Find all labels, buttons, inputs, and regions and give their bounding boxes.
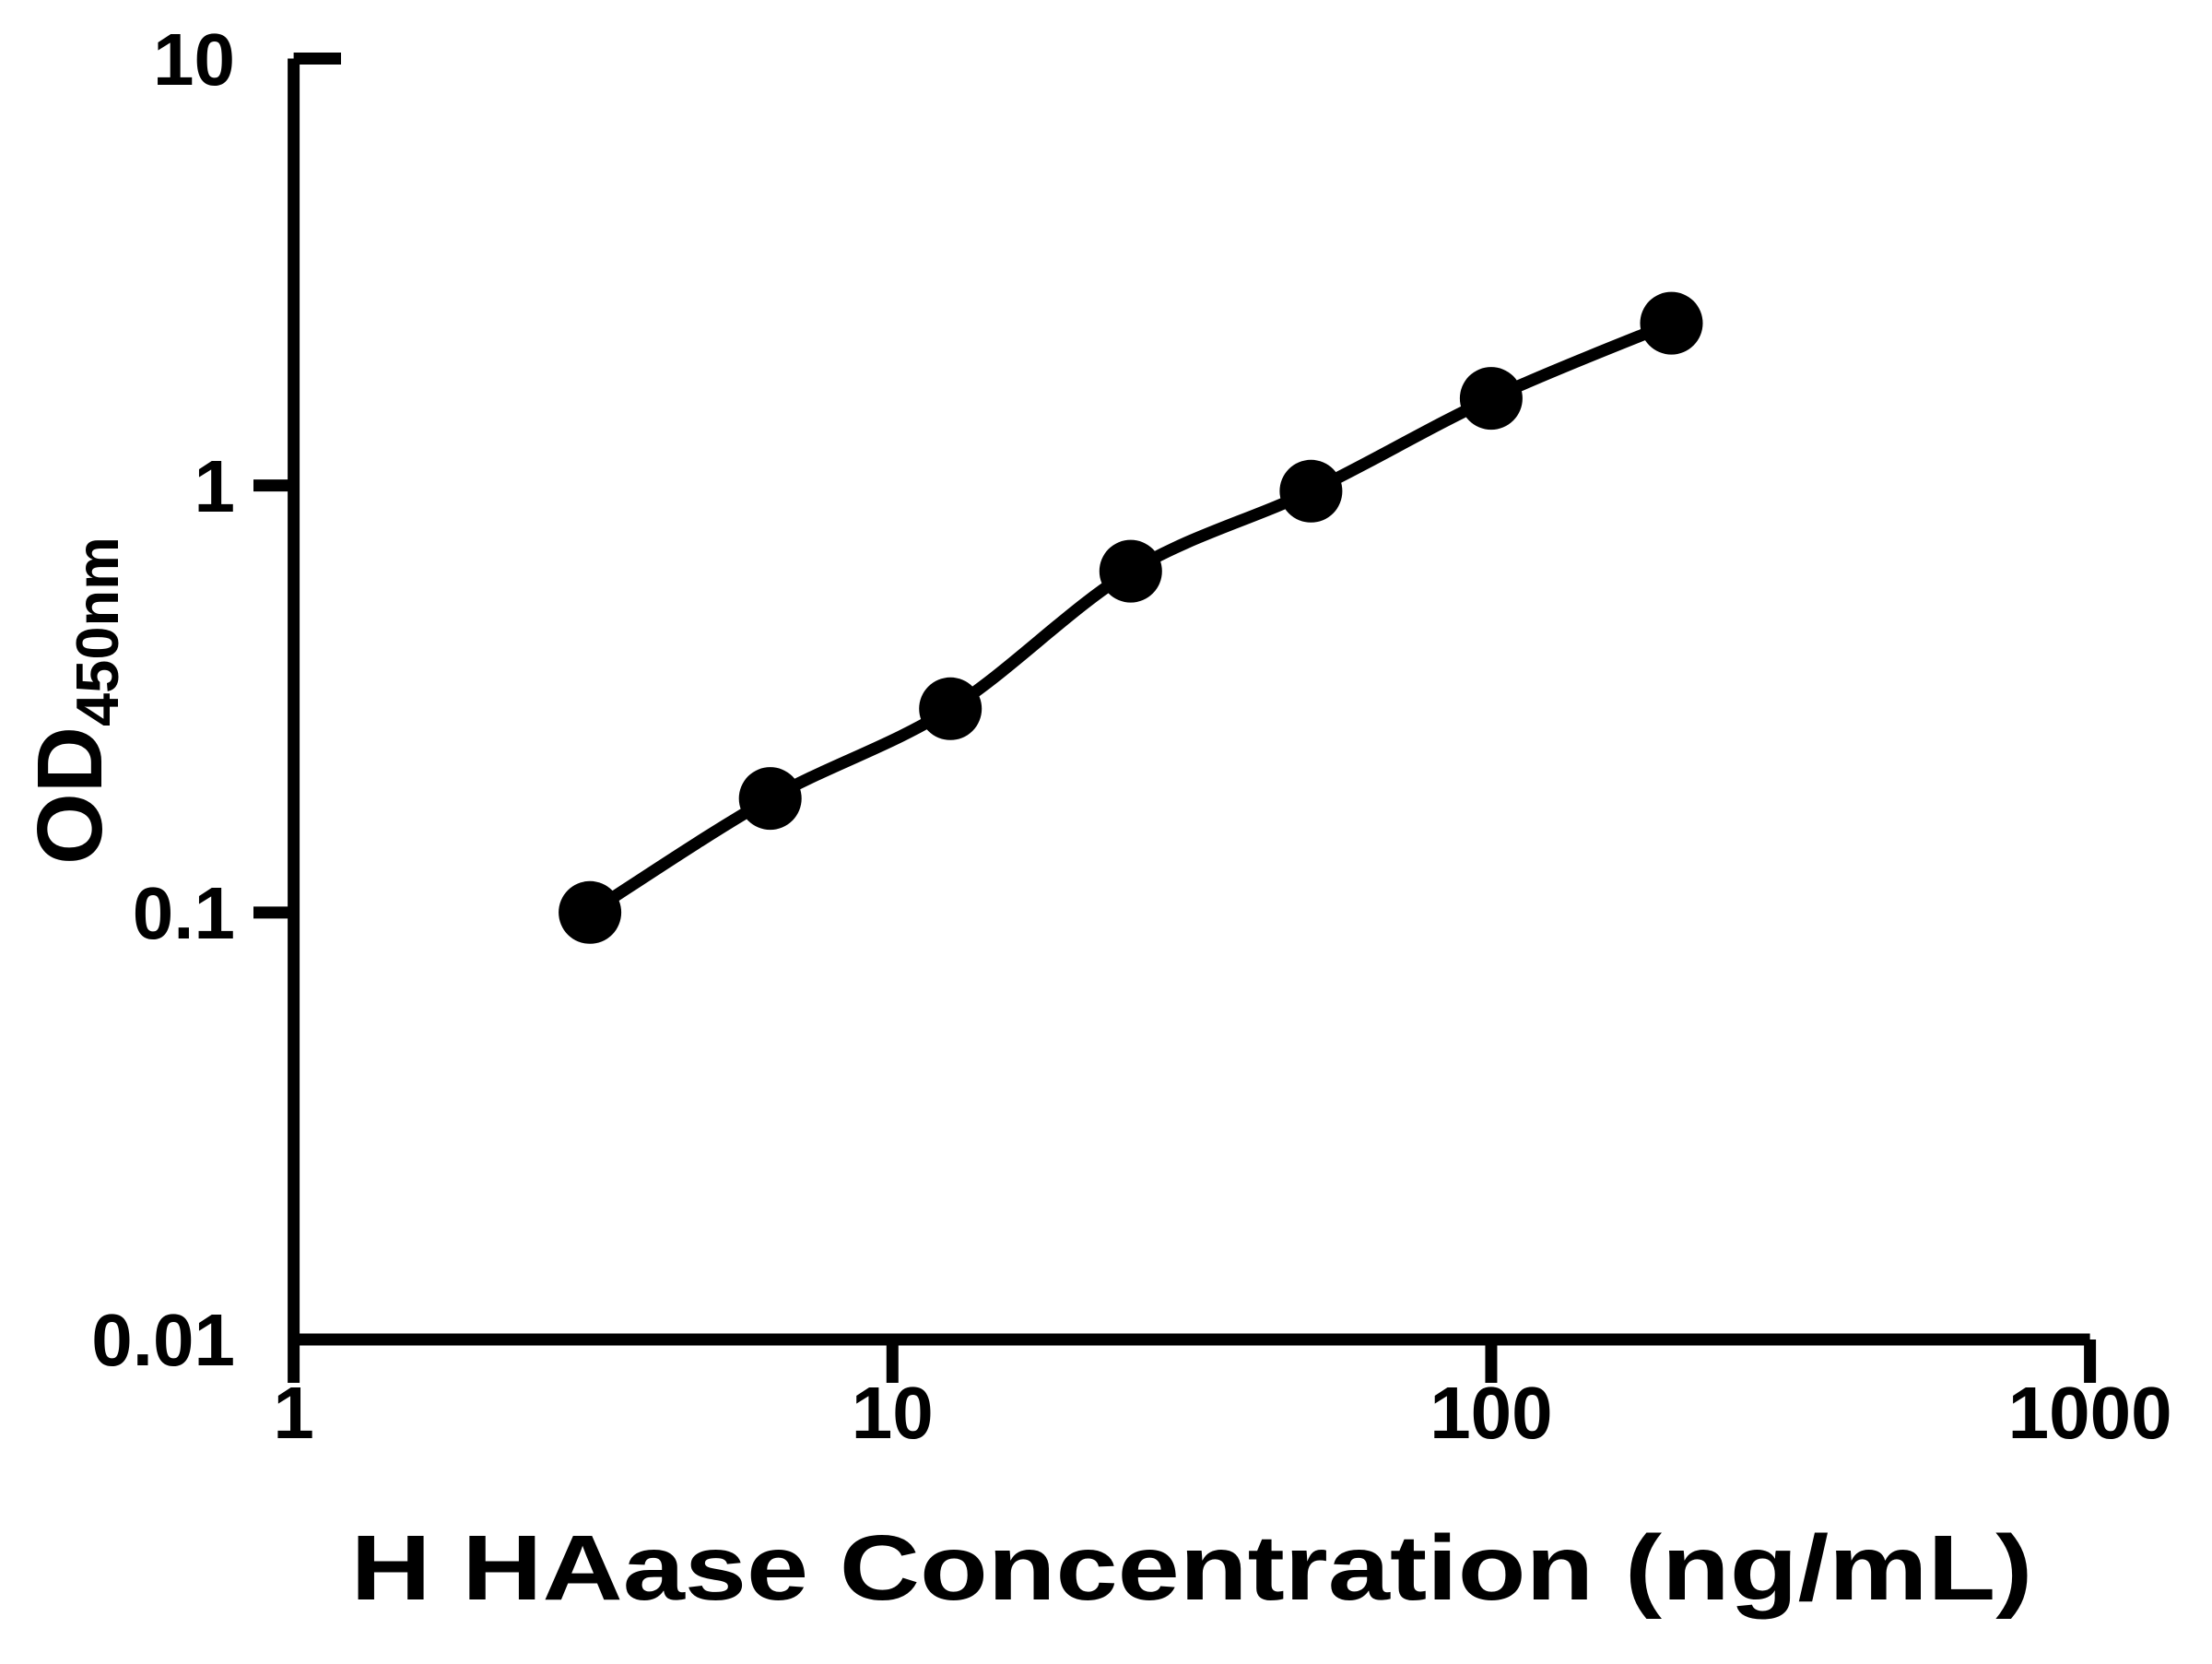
svg-text:1000: 1000 (2008, 1372, 2172, 1454)
svg-text:10: 10 (153, 18, 235, 100)
svg-text:0.01: 0.01 (91, 1299, 235, 1381)
svg-text:1: 1 (194, 445, 236, 527)
svg-text:0.1: 0.1 (133, 872, 235, 954)
svg-text:OD450nm: OD450nm (18, 537, 131, 865)
svg-text:H HAase Concentration (ng/mL): H HAase Concentration (ng/mL) (351, 1516, 2033, 1620)
svg-text:100: 100 (1430, 1372, 1552, 1454)
svg-text:10: 10 (852, 1372, 934, 1454)
svg-text:1: 1 (273, 1372, 314, 1454)
